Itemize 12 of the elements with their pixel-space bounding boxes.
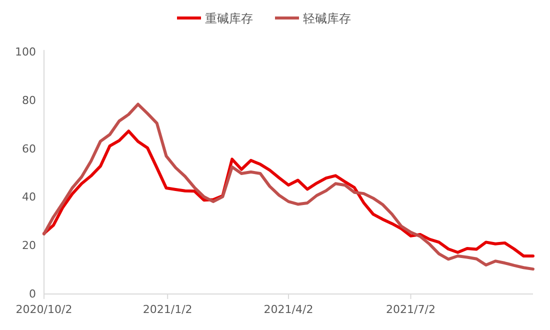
y-tick-label: 0: [29, 288, 36, 300]
legend-label: 重碱库存: [205, 12, 253, 26]
y-tick-label: 80: [22, 94, 36, 107]
legend-label: 轻碱库存: [303, 12, 351, 26]
y-tick-label: 20: [22, 239, 36, 252]
x-tick-label: 2020/10/2: [16, 303, 72, 316]
x-tick-label: 2021/1/2: [142, 303, 192, 316]
y-tick-label: 40: [22, 190, 36, 204]
y-tick-label: 100: [15, 46, 36, 58]
x-tick-label: 2021/7/2: [386, 303, 436, 316]
x-tick-label: 2021/4/2: [264, 303, 314, 316]
y-tick-label: 60: [22, 142, 36, 156]
